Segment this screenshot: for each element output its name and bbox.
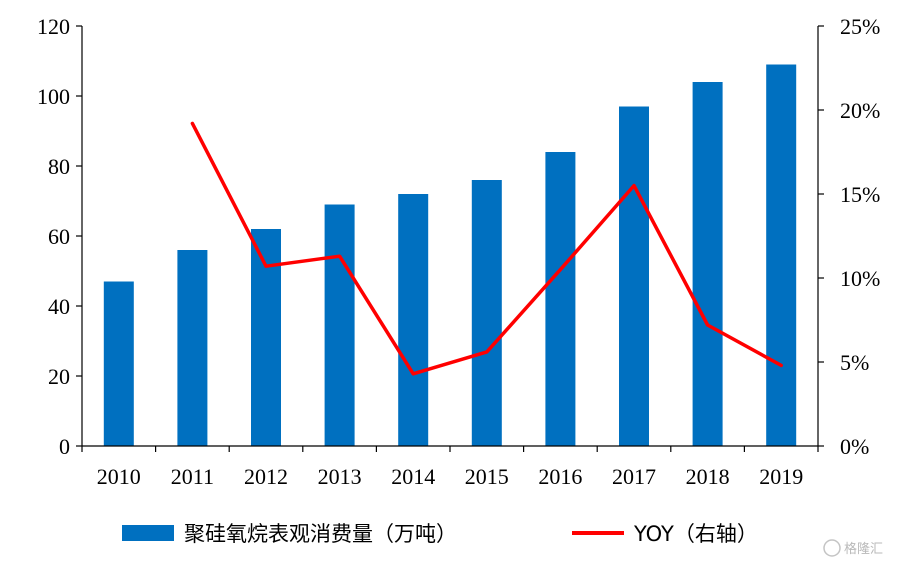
line-series — [190, 121, 783, 376]
right-tick-label: 0% — [840, 434, 869, 459]
x-tick-label: 2014 — [391, 464, 435, 489]
x-tick-label: 2010 — [97, 464, 141, 489]
x-tick-label: 2018 — [686, 464, 730, 489]
watermark-logo-icon — [823, 539, 841, 557]
x-tick-label: 2012 — [244, 464, 288, 489]
bar — [398, 194, 429, 446]
bar — [103, 281, 134, 446]
left-tick-label: 120 — [37, 14, 70, 39]
legend: 聚硅氧烷表观消费量（万吨） YOY（右轴） — [122, 522, 758, 546]
bar — [766, 64, 797, 446]
left-axis-ticks: 0 20 40 60 80 100 120 — [37, 14, 82, 459]
right-tick-label: 5% — [840, 350, 869, 375]
left-tick-label: 20 — [48, 364, 70, 389]
legend-bar-label: 聚硅氧烷表观消费量（万吨） — [184, 522, 457, 546]
bar-series — [103, 64, 797, 446]
x-tick-label: 2011 — [171, 464, 214, 489]
left-tick-label: 80 — [48, 154, 70, 179]
right-tick-label: 25% — [840, 14, 880, 39]
legend-bar-swatch — [122, 525, 174, 541]
right-tick-label: 10% — [840, 266, 880, 291]
bar — [545, 152, 576, 446]
bar — [471, 180, 502, 446]
x-tick-label: 2019 — [759, 464, 803, 489]
x-axis-ticks: 2010 2011 2012 2013 2014 2015 2016 2017 2018 2019 — [81, 446, 819, 489]
bar — [177, 250, 208, 446]
watermark-text: 格隆汇 — [844, 541, 883, 557]
right-tick-label: 20% — [840, 98, 880, 123]
bar — [324, 204, 355, 446]
right-tick-label: 15% — [840, 182, 880, 207]
yoy-line — [190, 121, 783, 376]
left-tick-label: 60 — [48, 224, 70, 249]
bar — [619, 106, 649, 446]
legend-line-label: YOY（右轴） — [633, 522, 758, 546]
x-tick-label: 2016 — [538, 464, 582, 489]
watermark: 格隆汇 — [823, 539, 883, 557]
x-tick-label: 2017 — [612, 464, 656, 489]
x-tick-label: 2015 — [465, 464, 509, 489]
left-tick-label: 40 — [48, 294, 70, 319]
left-tick-label: 100 — [37, 84, 70, 109]
x-tick-label: 2013 — [318, 464, 362, 489]
right-axis-ticks: 0% 5% 10% 15% 20% 25% — [818, 14, 880, 459]
left-tick-label: 0 — [59, 434, 70, 459]
bar — [692, 82, 723, 446]
bar — [251, 229, 281, 446]
